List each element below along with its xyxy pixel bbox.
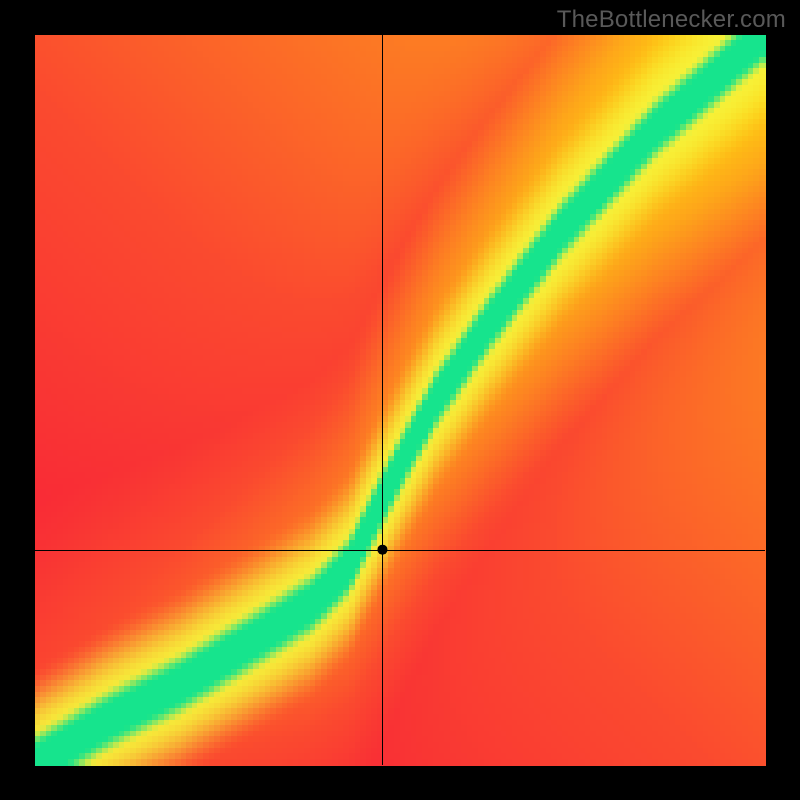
heatmap-canvas [0, 0, 800, 800]
watermark-text: TheBottlenecker.com [557, 6, 786, 34]
chart-container: TheBottlenecker.com [0, 0, 800, 800]
